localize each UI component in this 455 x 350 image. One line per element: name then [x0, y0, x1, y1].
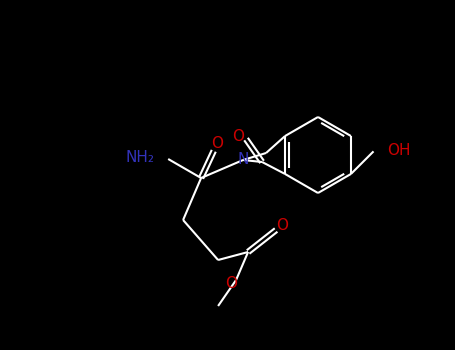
Text: O: O	[211, 136, 223, 151]
Text: O: O	[225, 275, 237, 290]
Text: OH: OH	[388, 143, 411, 158]
Text: O: O	[232, 128, 244, 143]
Text: N: N	[238, 153, 249, 168]
Text: NH₂: NH₂	[125, 149, 154, 164]
Text: O: O	[276, 218, 288, 233]
